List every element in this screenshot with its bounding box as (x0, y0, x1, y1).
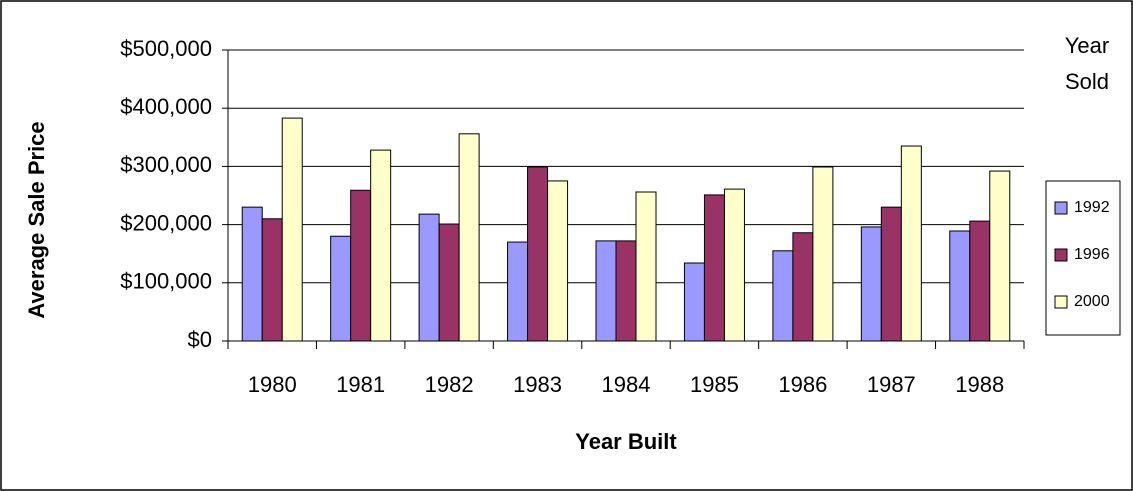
x-tick-label: 1983 (513, 372, 562, 397)
legend-swatch (1054, 248, 1068, 262)
x-axis-title: Year Built (575, 429, 677, 454)
bar (261, 218, 283, 342)
legend-label: 2000 (1074, 293, 1110, 310)
bar (458, 133, 480, 342)
y-tick-label: $100,000 (120, 269, 212, 294)
bar (880, 206, 902, 342)
bar (507, 241, 529, 342)
x-tick-label: 1985 (690, 372, 739, 397)
bar (350, 189, 372, 342)
x-tick-label: 1980 (248, 372, 297, 397)
bar (792, 232, 814, 342)
legend-swatch (1054, 201, 1068, 215)
legend-title: Year (1065, 33, 1109, 58)
x-tick-label: 1986 (778, 372, 827, 397)
y-tick-label: $300,000 (120, 152, 212, 177)
bar (635, 191, 657, 342)
bar (969, 220, 991, 342)
x-tick-label: 1987 (867, 372, 916, 397)
bar (723, 188, 745, 342)
y-tick-label: $400,000 (120, 94, 212, 119)
bar (989, 170, 1011, 342)
bar (772, 250, 794, 342)
bar (330, 235, 352, 342)
y-tick-label: $500,000 (120, 36, 212, 61)
bar (527, 166, 549, 342)
bar (281, 117, 303, 342)
bar (241, 206, 263, 342)
bar (547, 180, 569, 342)
bar (949, 230, 971, 342)
y-tick-label: $200,000 (120, 210, 212, 235)
legend-swatch (1054, 295, 1068, 309)
bar (812, 166, 834, 342)
x-tick-label: 1981 (336, 372, 385, 397)
bar (370, 149, 392, 342)
x-tick-label: 1984 (602, 372, 651, 397)
bar (683, 262, 705, 342)
bar (595, 240, 617, 342)
bar (438, 223, 460, 342)
legend-label: 1992 (1074, 199, 1110, 216)
bar (703, 194, 725, 342)
x-tick-label: 1988 (955, 372, 1004, 397)
bar (900, 145, 922, 342)
bar (418, 213, 440, 342)
y-tick-label: $0 (188, 327, 212, 352)
x-tick-label: 1982 (425, 372, 474, 397)
bar (615, 240, 637, 342)
legend-title: Sold (1065, 69, 1109, 94)
y-axis-title: Average Sale Price (24, 121, 49, 318)
legend-label: 1996 (1074, 246, 1110, 263)
bar (860, 226, 882, 342)
